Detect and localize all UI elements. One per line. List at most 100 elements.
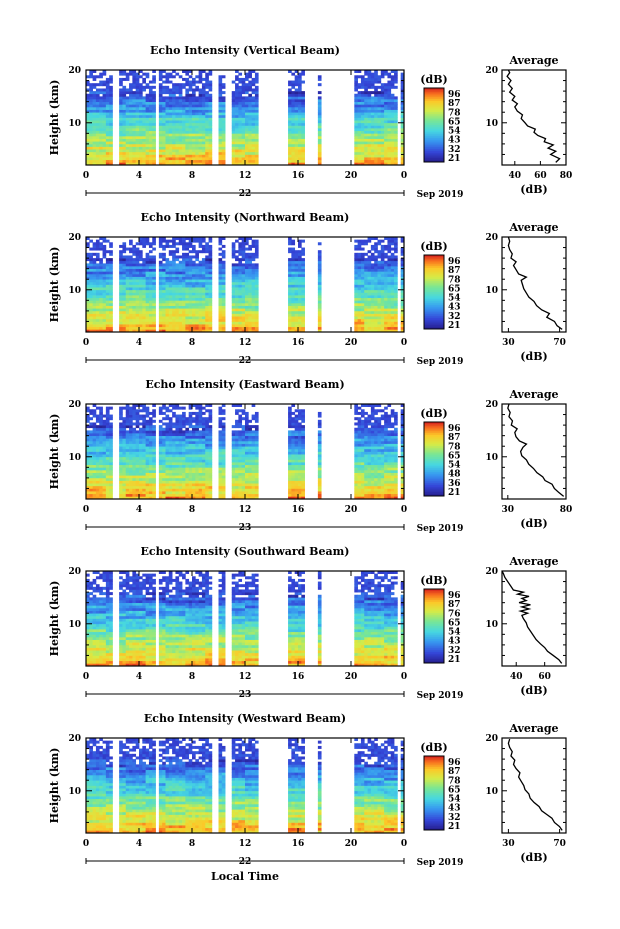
- heatmap-cell: [370, 101, 375, 105]
- heatmap-cell: [188, 310, 193, 314]
- heatmap-cell: [119, 271, 123, 275]
- heatmap-cell: [298, 252, 302, 256]
- heatmap-cell: [301, 146, 305, 150]
- heatmap-cell: [201, 149, 206, 153]
- heatmap-cell: [298, 128, 302, 132]
- heatmap-cell: [380, 109, 385, 113]
- heatmap-cell: [248, 305, 252, 309]
- heatmap-cell: [387, 237, 392, 240]
- x-tick-label: 0: [401, 171, 407, 181]
- heatmap-cell: [221, 83, 226, 87]
- heatmap-cell: [165, 72, 170, 76]
- heatmap-cell: [354, 96, 358, 100]
- heatmap-cell: [162, 157, 166, 161]
- heatmap-cell: [254, 128, 259, 132]
- heatmap-cell: [99, 456, 103, 460]
- heatmap-cell: [298, 297, 302, 301]
- heatmap-cell: [208, 273, 213, 277]
- heatmap-cell: [99, 310, 103, 314]
- heatmap-cell: [145, 112, 150, 116]
- heatmap-cell: [158, 302, 163, 306]
- heatmap-cell: [198, 162, 203, 166]
- heatmap-cell: [142, 104, 146, 108]
- heatmap-cell: [208, 151, 213, 155]
- heatmap-cell: [245, 273, 249, 277]
- heatmap-cell: [188, 242, 193, 246]
- heatmap-cell: [218, 128, 223, 132]
- heatmap-cell: [89, 252, 93, 256]
- heatmap-cell: [99, 435, 103, 439]
- heatmap-cell: [168, 268, 173, 272]
- heatmap-cell: [102, 448, 107, 452]
- heatmap-cell: [291, 305, 296, 309]
- heatmap-cell: [298, 149, 302, 153]
- heatmap-cell: [172, 133, 176, 137]
- heatmap-cell: [99, 114, 103, 118]
- heatmap-cell: [125, 154, 130, 158]
- heatmap-cell: [95, 141, 100, 145]
- heatmap-cell: [142, 292, 146, 296]
- heatmap-cell: [384, 295, 388, 299]
- heatmap-cell: [119, 454, 123, 458]
- heatmap-cell: [86, 162, 90, 166]
- heatmap-cell: [175, 125, 180, 129]
- heatmap-cell: [394, 143, 398, 147]
- heatmap-cell: [394, 122, 398, 126]
- heatmap-cell: [195, 297, 199, 301]
- heatmap-cell: [221, 308, 226, 312]
- heatmap-cell: [205, 75, 209, 79]
- heatmap-cell: [298, 321, 302, 325]
- heatmap-cell: [208, 244, 213, 248]
- heatmap-cell: [122, 106, 127, 110]
- heatmap-cell: [400, 109, 405, 113]
- heatmap-cell: [291, 93, 296, 97]
- heatmap-cell: [367, 70, 372, 73]
- heatmap-cell: [245, 143, 249, 147]
- heatmap-cell: [129, 106, 133, 110]
- heatmap-cell: [152, 326, 156, 330]
- heatmap-cell: [195, 316, 199, 320]
- heatmap-cell: [132, 75, 137, 79]
- heatmap-cell: [198, 130, 203, 134]
- heatmap-cell: [198, 143, 203, 147]
- heatmap-cell: [387, 289, 392, 293]
- heatmap-cell: [129, 268, 133, 272]
- heatmap-cell: [298, 239, 302, 243]
- heatmap-cell: [142, 141, 146, 145]
- heatmap-cell: [380, 130, 385, 134]
- heatmap-cell: [168, 149, 173, 153]
- heatmap-cell: [390, 75, 395, 79]
- heatmap-cell: [221, 122, 226, 126]
- heatmap-cell: [182, 324, 186, 328]
- heatmap-cell: [374, 318, 378, 322]
- heatmap-cell: [188, 80, 193, 84]
- heatmap-cell: [139, 255, 143, 259]
- heatmap-cell: [367, 300, 372, 304]
- heatmap-cell: [218, 146, 223, 150]
- heatmap-cell: [370, 146, 375, 150]
- heatmap-cell: [245, 138, 249, 142]
- heatmap-cell: [301, 324, 305, 328]
- heatmap-cell: [354, 287, 358, 291]
- heatmap-cell: [384, 141, 388, 145]
- heatmap-cell: [182, 292, 186, 296]
- heatmap-cell: [178, 308, 183, 312]
- heatmap-cell: [380, 122, 385, 126]
- heatmap-cell: [394, 279, 398, 283]
- heatmap-cell: [357, 125, 362, 129]
- heatmap-cell: [175, 287, 180, 291]
- heatmap-cell: [380, 149, 385, 153]
- heatmap-cell: [387, 297, 392, 301]
- heatmap-cell: [380, 75, 385, 79]
- heatmap-cell: [238, 287, 243, 291]
- heatmap-cell: [294, 99, 299, 103]
- heatmap-cell: [145, 106, 150, 110]
- heatmap-cell: [317, 300, 322, 304]
- heatmap-cell: [354, 289, 358, 293]
- heatmap-cell: [317, 117, 322, 121]
- heatmap-cell: [360, 120, 365, 124]
- heatmap-cell: [245, 308, 249, 312]
- heatmap-cell: [357, 70, 362, 73]
- heatmap-cell: [135, 419, 140, 423]
- heatmap-cell: [387, 146, 392, 150]
